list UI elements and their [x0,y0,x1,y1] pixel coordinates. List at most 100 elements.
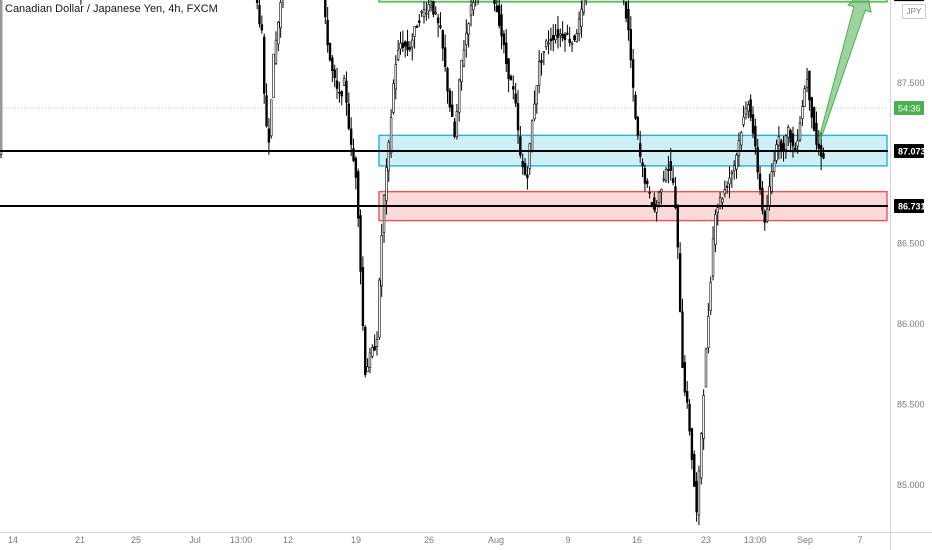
candle-body [335,80,339,89]
candle-body [352,148,355,161]
candle-body [371,347,374,357]
candle-body [338,92,341,94]
candle-body [653,197,656,210]
candle-body [467,23,470,35]
candle-body [716,207,719,213]
candle-body [0,0,3,156]
level-badge [894,143,924,158]
candle-body [732,165,736,172]
candle-body [385,167,388,201]
candle-body [737,140,741,156]
candle-body [399,42,402,50]
candle-body [674,186,677,209]
candle-body [509,75,513,81]
candle-body [411,39,414,48]
candle-body [563,33,567,41]
candle-body [497,5,501,26]
candle-body [646,180,649,185]
candle-body [450,104,454,117]
candle-body [787,126,790,138]
candle-body [255,0,259,3]
candle-body [359,215,362,272]
candle-body [782,143,785,151]
candle-body [326,19,329,46]
candle-body [462,49,466,67]
arrow-layer [818,0,872,140]
candle-body [354,157,358,178]
candle-body [763,210,766,223]
candle-body [664,168,668,181]
candle-body [516,103,520,131]
time-tick-label: 25 [131,535,141,545]
candle-body [373,346,376,351]
candle-body [401,42,405,49]
candle-body [704,348,708,388]
candle-body [460,59,463,83]
candle-body [446,68,449,92]
candle-body [728,177,731,185]
candle-body [582,0,586,13]
levels-layer [0,107,888,207]
time-tick-label: 14 [8,535,18,545]
candle-body [366,366,369,373]
candle-body [768,186,771,208]
candle-body [347,103,350,129]
time-tick-label: 19 [351,535,361,545]
time-tick-label: 21 [75,535,85,545]
level-badge-label: 87.073 [898,146,926,156]
candle-body [754,125,757,147]
time-axis-border [0,532,932,533]
candle-body [394,64,397,90]
candle-body [389,117,393,154]
candle-body [418,20,421,23]
candle-body [544,40,548,47]
candle-body [521,161,524,168]
candle-body [822,153,825,159]
candle-body [678,253,682,312]
time-axis: 14 21 25 Jul 13:00 12 19 26 Aug 9 16 23 13:00 Sep 7 [8,535,863,545]
candle-body [493,0,496,5]
candle-body [279,2,282,28]
candle-body [507,58,510,80]
price-tick-label: 86.000 [897,319,925,329]
level-badge [894,198,924,213]
candles-layer [0,0,825,526]
candle-body [770,171,774,192]
candle-body [469,5,473,16]
candle-body [523,162,527,175]
candle-body [349,128,353,145]
candle-body [718,197,722,207]
candle-body [502,33,506,46]
candle-body [568,38,571,43]
candle-body [810,97,813,118]
candle-body [465,32,468,46]
candle-body [775,144,778,161]
zone-resistance [378,0,888,3]
candle-body [403,41,407,47]
candle-body [749,99,752,118]
candle-body [495,5,499,13]
price-axis-border [890,0,891,550]
candle-body [570,42,574,45]
time-tick-label: Aug [488,535,504,545]
candle-body [695,481,698,513]
price-tick-label: 86.500 [897,239,925,249]
candle-body [542,51,546,54]
candle-body [805,78,809,88]
time-tick-label: Jul [189,535,201,545]
candle-body [690,428,694,460]
candle-body [683,362,687,393]
candle-body [648,192,651,194]
candle-body [375,339,379,347]
candle-body [425,12,428,15]
candle-body [441,30,444,49]
candle-body [356,171,360,219]
candle-body [784,135,788,151]
candle-body [378,279,381,338]
candle-body [669,161,672,171]
currency-badge[interactable]: JPY [902,4,926,19]
candle-body [436,17,440,24]
candle-body [556,29,560,38]
candle-body [526,174,529,179]
